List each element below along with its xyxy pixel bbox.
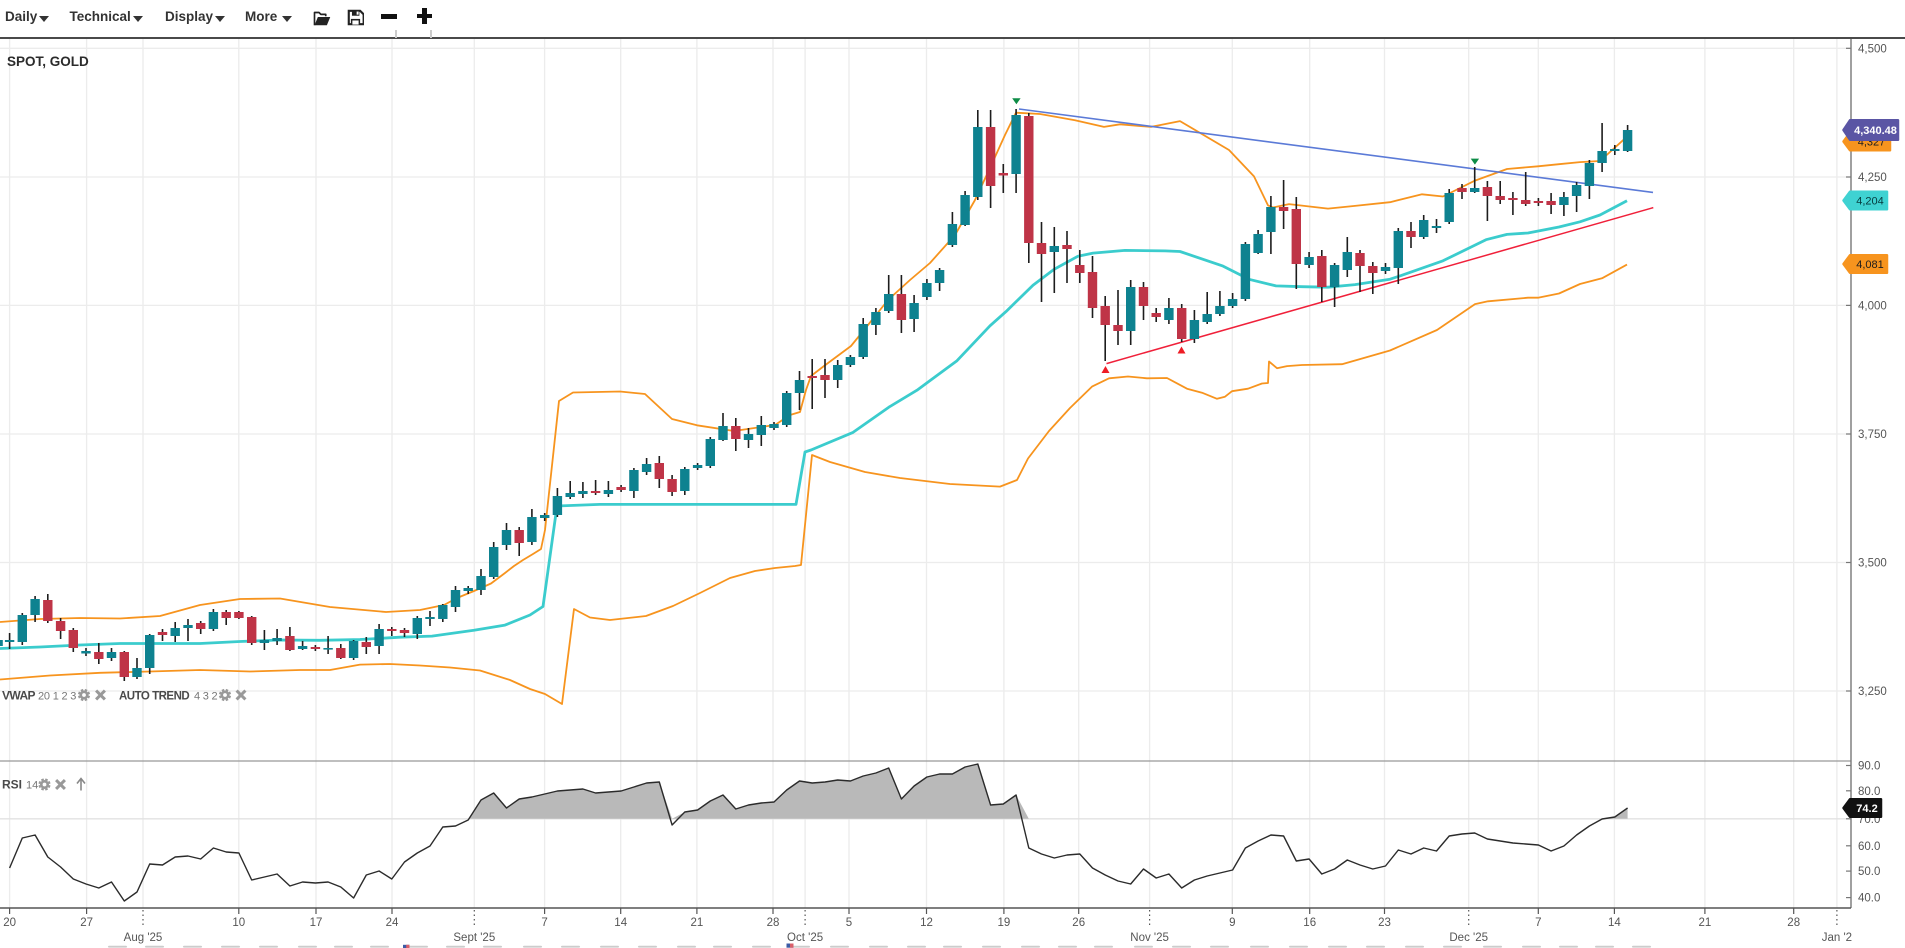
svg-text:20 1 2 3: 20 1 2 3: [38, 691, 76, 703]
svg-text:14: 14: [614, 917, 627, 929]
svg-text:4,204: 4,204: [1856, 196, 1884, 208]
svg-text:AUTO TREND: AUTO TREND: [119, 691, 189, 703]
svg-text:Nov '25: Nov '25: [1130, 932, 1169, 944]
svg-text:20: 20: [3, 917, 16, 929]
svg-text:4,000: 4,000: [1858, 300, 1887, 312]
svg-text:5: 5: [846, 917, 852, 929]
svg-text:3,500: 3,500: [1858, 558, 1887, 570]
svg-text:4,081: 4,081: [1856, 259, 1884, 271]
svg-text:26: 26: [1072, 917, 1085, 929]
svg-text:3,250: 3,250: [1858, 686, 1887, 698]
svg-text:90.0: 90.0: [1858, 761, 1880, 773]
svg-text:VWAP: VWAP: [2, 689, 36, 703]
svg-text:23: 23: [1378, 917, 1391, 929]
svg-text:14: 14: [26, 780, 38, 792]
svg-text:60.0: 60.0: [1858, 841, 1880, 853]
svg-text:Jan '2: Jan '2: [1822, 932, 1852, 944]
svg-text:19: 19: [998, 917, 1011, 929]
svg-text:4,340.48: 4,340.48: [1854, 125, 1897, 137]
svg-text:12: 12: [920, 917, 933, 929]
svg-text:7: 7: [1535, 917, 1541, 929]
svg-text:28: 28: [767, 917, 780, 929]
svg-text:Sept '25: Sept '25: [453, 932, 495, 944]
svg-text:Aug '25: Aug '25: [124, 932, 163, 944]
svg-text:3,750: 3,750: [1858, 429, 1887, 441]
svg-text:17: 17: [310, 917, 323, 929]
svg-text:14: 14: [1608, 917, 1621, 929]
svg-text:50.0: 50.0: [1858, 866, 1880, 878]
svg-text:28: 28: [1787, 917, 1800, 929]
svg-text:40.0: 40.0: [1858, 893, 1880, 905]
svg-text:10: 10: [232, 917, 245, 929]
svg-text:Dec '25: Dec '25: [1449, 932, 1488, 944]
svg-text:SPOT, GOLD: SPOT, GOLD: [7, 54, 89, 69]
svg-text:4,250: 4,250: [1858, 172, 1887, 184]
svg-text:4 3 2: 4 3 2: [194, 691, 218, 703]
svg-text:7: 7: [541, 917, 547, 929]
svg-text:74.2: 74.2: [1856, 803, 1877, 815]
svg-text:Oct '25: Oct '25: [787, 932, 823, 944]
svg-text:21: 21: [1699, 917, 1712, 929]
svg-text:16: 16: [1303, 917, 1316, 929]
svg-text:9: 9: [1229, 917, 1235, 929]
svg-text:21: 21: [691, 917, 704, 929]
svg-text:27: 27: [80, 917, 93, 929]
svg-text:80.0: 80.0: [1858, 786, 1880, 798]
svg-text:RSI: RSI: [2, 778, 22, 792]
svg-text:24: 24: [386, 917, 399, 929]
svg-text:4,500: 4,500: [1858, 43, 1887, 55]
